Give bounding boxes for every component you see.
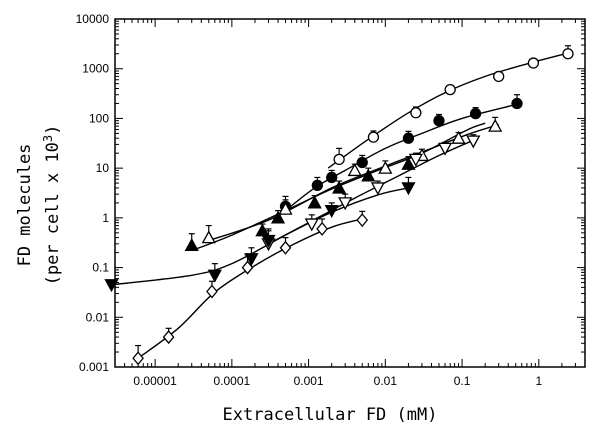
- error-bars: [108, 45, 571, 359]
- plot-frame: [114, 18, 586, 368]
- data-point-open-circle: [562, 48, 574, 60]
- x-tick-label: 1: [535, 374, 542, 388]
- data-point-filled-circle: [311, 179, 323, 192]
- data-point-filled-circle: [356, 156, 368, 169]
- data-point-filled-triangle-up: [332, 180, 347, 194]
- data-point-open-diamond: [162, 330, 175, 345]
- y-axis-title-line1: FD molecules: [15, 144, 35, 267]
- data-point-open-triangle-down: [304, 218, 319, 232]
- y-axis-title-exponent: 3: [41, 135, 55, 142]
- data-point-filled-triangle-up: [184, 237, 199, 251]
- data-point-open-circle: [410, 107, 422, 119]
- x-tick-label: 0.1: [454, 374, 471, 388]
- data-point-open-triangle-up: [378, 160, 393, 174]
- data-point-open-circle: [493, 70, 505, 83]
- y-tick-label: 0.1: [92, 261, 109, 275]
- y-tick-label: 1: [102, 211, 109, 225]
- x-tick-label: 0.00001: [133, 374, 177, 388]
- axes: 0.00001 0.0001 0.001 0.01 0.1 1 0.001 0.01 0.1 1 1…: [76, 12, 586, 388]
- data-point-open-triangle-up: [347, 163, 362, 177]
- fit-curves: [111, 52, 570, 359]
- data-point-filled-triangle-down: [324, 204, 339, 218]
- fit-curve-filled-triangle-up: [191, 122, 486, 252]
- data-point-filled-circle: [326, 171, 338, 184]
- data-point-open-triangle-down: [370, 182, 385, 196]
- y-axis-title-close: ): [43, 125, 63, 135]
- data-point-filled-triangle-up: [361, 168, 376, 182]
- data-point-open-triangle-down: [338, 197, 353, 211]
- data-point-filled-circle: [402, 132, 415, 144]
- data-point-open-triangle-down: [437, 142, 453, 156]
- data-point-filled-circle: [433, 115, 445, 127]
- x-axis-title: Extracellular FD (mM): [223, 405, 438, 425]
- data-point-filled-triangle-down: [244, 253, 259, 267]
- data-point-filled-triangle-down: [261, 234, 276, 248]
- data-markers: [104, 48, 574, 366]
- y-tick-label: 0.001: [79, 360, 109, 374]
- data-point-open-triangle-up: [278, 201, 293, 215]
- y-axis-title-main: (per cell x 10: [43, 142, 63, 285]
- y-tick-label: 1000: [82, 62, 109, 76]
- y-tick-label: 10000: [76, 12, 110, 26]
- y-tick-label: 100: [89, 111, 109, 125]
- data-point-filled-triangle-down: [207, 269, 222, 283]
- data-point-filled-triangle-up: [270, 210, 286, 224]
- data-point-filled-circle: [469, 107, 482, 120]
- x-tick-label: 0.01: [374, 374, 398, 388]
- data-point-open-triangle-down: [466, 135, 481, 149]
- y-tick-label: 10: [96, 161, 110, 175]
- data-point-open-triangle-up: [451, 130, 466, 144]
- data-point-filled-triangle-down: [401, 182, 416, 196]
- data-point-open-diamond: [241, 260, 254, 275]
- x-tick-label: 0.001: [294, 374, 324, 388]
- data-point-open-diamond: [316, 221, 328, 236]
- data-point-filled-triangle-down: [104, 279, 119, 293]
- data-point-open-triangle-down: [408, 153, 423, 167]
- fit-curve-open-diamond: [137, 218, 363, 359]
- data-point-open-diamond: [279, 240, 292, 255]
- data-point-open-circle: [527, 57, 540, 69]
- data-point-open-triangle-up: [488, 118, 503, 132]
- data-point-open-circle: [444, 83, 456, 96]
- y-tick-label: 0.01: [86, 310, 110, 324]
- data-point-filled-triangle-up: [401, 156, 416, 170]
- data-point-open-circle: [367, 131, 380, 143]
- data-point-open-diamond: [206, 284, 218, 299]
- axis-titles: Extracellular FD (mM) FD molecules (per …: [15, 125, 437, 425]
- data-point-open-triangle-up: [201, 230, 216, 244]
- data-point-filled-circle: [511, 97, 523, 110]
- data-point-filled-triangle-up: [307, 195, 322, 209]
- data-point-open-diamond: [132, 351, 144, 366]
- y-axis-title-line2: (per cell x 103): [41, 125, 63, 286]
- data-point-open-circle: [333, 153, 345, 166]
- data-point-open-diamond: [356, 213, 369, 228]
- x-tick-label: 0.0001: [214, 374, 251, 388]
